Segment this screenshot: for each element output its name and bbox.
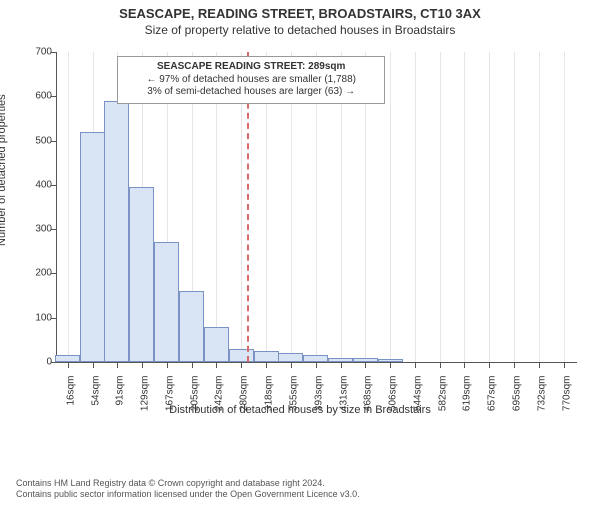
x-tick-label: 91sqm bbox=[114, 376, 125, 424]
footer-line-2: Contains public sector information licen… bbox=[16, 489, 360, 500]
x-tick-label: 280sqm bbox=[239, 376, 250, 424]
y-tick-label: 400 bbox=[18, 179, 52, 190]
x-tick-label: 129sqm bbox=[139, 376, 150, 424]
y-tick-label: 600 bbox=[18, 91, 52, 102]
x-tick-label: 657sqm bbox=[487, 376, 498, 424]
gridline-vertical bbox=[440, 52, 441, 362]
x-tick bbox=[167, 362, 168, 368]
y-tick-label: 100 bbox=[18, 312, 52, 323]
callout-title: SEASCAPE READING STREET: 289sqm bbox=[124, 61, 378, 74]
gridline-vertical bbox=[564, 52, 565, 362]
x-tick bbox=[68, 362, 69, 368]
x-tick-label: 205sqm bbox=[189, 376, 200, 424]
x-tick bbox=[440, 362, 441, 368]
x-tick bbox=[514, 362, 515, 368]
y-tick-label: 300 bbox=[18, 224, 52, 235]
x-tick-label: 770sqm bbox=[561, 376, 572, 424]
histogram-bar bbox=[80, 132, 105, 362]
x-tick bbox=[464, 362, 465, 368]
x-tick-label: 54sqm bbox=[90, 376, 101, 424]
x-tick-label: 431sqm bbox=[338, 376, 349, 424]
x-tick-label: 544sqm bbox=[413, 376, 424, 424]
histogram-bar bbox=[154, 242, 179, 362]
gridline-vertical bbox=[68, 52, 69, 362]
marker-callout: SEASCAPE READING STREET: 289sqm ← 97% of… bbox=[117, 56, 385, 104]
x-tick bbox=[415, 362, 416, 368]
x-tick-label: 732sqm bbox=[536, 376, 547, 424]
x-tick bbox=[291, 362, 292, 368]
x-tick-label: 393sqm bbox=[313, 376, 324, 424]
x-tick bbox=[192, 362, 193, 368]
x-tick-label: 318sqm bbox=[264, 376, 275, 424]
x-tick-label: 619sqm bbox=[462, 376, 473, 424]
y-tick-label: 700 bbox=[18, 47, 52, 58]
gridline-vertical bbox=[464, 52, 465, 362]
histogram-bar bbox=[303, 355, 328, 362]
histogram-bar bbox=[129, 187, 154, 362]
attribution-footer: Contains HM Land Registry data © Crown c… bbox=[16, 478, 360, 501]
x-tick bbox=[341, 362, 342, 368]
x-tick-label: 167sqm bbox=[164, 376, 175, 424]
gridline-vertical bbox=[390, 52, 391, 362]
y-axis-label: Number of detached properties bbox=[0, 94, 8, 246]
gridline-vertical bbox=[514, 52, 515, 362]
x-tick-label: 242sqm bbox=[214, 376, 225, 424]
histogram-bar bbox=[378, 359, 403, 362]
histogram-bar bbox=[353, 358, 378, 362]
x-tick bbox=[241, 362, 242, 368]
x-tick-label: 506sqm bbox=[388, 376, 399, 424]
y-tick-label: 200 bbox=[18, 268, 52, 279]
x-tick bbox=[266, 362, 267, 368]
x-tick bbox=[216, 362, 217, 368]
x-tick-label: 355sqm bbox=[288, 376, 299, 424]
callout-line-smaller: ← 97% of detached houses are smaller (1,… bbox=[124, 74, 378, 87]
gridline-vertical bbox=[539, 52, 540, 362]
x-tick bbox=[564, 362, 565, 368]
histogram-bar bbox=[179, 291, 204, 362]
chart-container: Number of detached properties SEASCAPE R… bbox=[0, 46, 600, 446]
y-tick-label: 500 bbox=[18, 135, 52, 146]
gridline-vertical bbox=[489, 52, 490, 362]
x-tick bbox=[117, 362, 118, 368]
y-tick-label: 0 bbox=[18, 357, 52, 368]
histogram-bar bbox=[104, 101, 129, 362]
x-tick bbox=[489, 362, 490, 368]
x-tick bbox=[316, 362, 317, 368]
x-tick-label: 582sqm bbox=[438, 376, 449, 424]
chart-title-main: SEASCAPE, READING STREET, BROADSTAIRS, C… bbox=[0, 6, 600, 21]
histogram-bar bbox=[278, 353, 303, 362]
x-tick bbox=[93, 362, 94, 368]
histogram-bar bbox=[55, 355, 80, 362]
x-tick bbox=[539, 362, 540, 368]
callout-line-larger: 3% of semi-detached houses are larger (6… bbox=[124, 86, 378, 99]
x-tick bbox=[390, 362, 391, 368]
chart-title-sub: Size of property relative to detached ho… bbox=[0, 23, 600, 37]
x-tick bbox=[365, 362, 366, 368]
x-tick-label: 695sqm bbox=[512, 376, 523, 424]
gridline-vertical bbox=[415, 52, 416, 362]
histogram-bar bbox=[254, 351, 279, 362]
histogram-bar bbox=[204, 327, 229, 362]
histogram-bar bbox=[328, 358, 353, 362]
plot-area: SEASCAPE READING STREET: 289sqm ← 97% of… bbox=[56, 52, 577, 363]
footer-line-1: Contains HM Land Registry data © Crown c… bbox=[16, 478, 360, 489]
x-tick-label: 468sqm bbox=[363, 376, 374, 424]
x-tick-label: 16sqm bbox=[65, 376, 76, 424]
x-tick bbox=[142, 362, 143, 368]
histogram-bar bbox=[229, 349, 254, 362]
